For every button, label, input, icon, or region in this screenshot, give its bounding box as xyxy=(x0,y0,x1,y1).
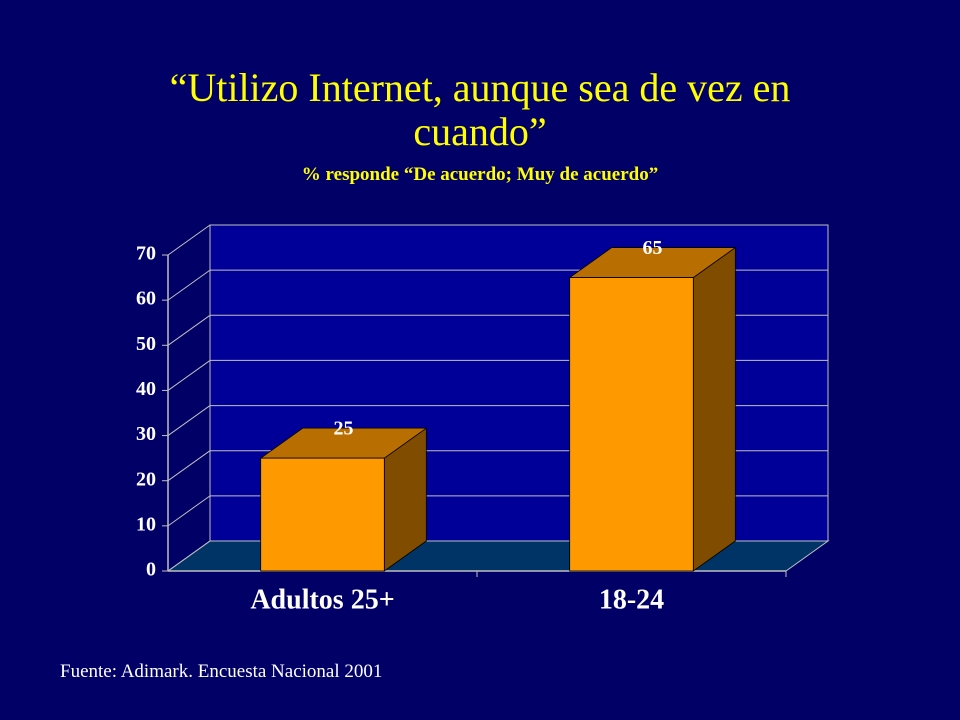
value-label: 25 xyxy=(334,418,354,440)
bar xyxy=(260,457,385,572)
y-tick-label: 0 xyxy=(146,559,156,581)
bar xyxy=(569,277,694,572)
bar-side xyxy=(692,246,736,572)
value-label: 65 xyxy=(643,237,663,259)
grid-line-side xyxy=(167,405,211,436)
grid-line-side xyxy=(167,540,211,572)
y-tick-label: 40 xyxy=(136,378,156,400)
y-tick-label: 10 xyxy=(136,513,156,535)
y-tick-label: 60 xyxy=(136,288,156,310)
y-tick-label: 20 xyxy=(136,468,156,490)
chart-subtitle: % responde “De acuerdo; Muy de acuerdo” xyxy=(301,164,659,185)
y-tick-label: 50 xyxy=(136,333,156,355)
grid-line-side xyxy=(167,224,211,256)
grid-line-side xyxy=(167,360,211,391)
grid-line-side xyxy=(167,495,211,527)
grid-line-side xyxy=(167,314,211,346)
grid-line-side xyxy=(167,269,211,301)
x-tick-label: Adultos 25+ xyxy=(250,584,394,615)
grid-line-side xyxy=(167,450,211,482)
x-tick-label: 18-24 xyxy=(599,584,664,615)
y-tick-label: 70 xyxy=(136,243,156,265)
source-note: Fuente: Adimark. Encuesta Nacional 2001 xyxy=(60,661,383,682)
chart-title: “Utilizo Internet, aunque sea de vez en … xyxy=(169,65,791,154)
y-tick-label: 30 xyxy=(136,423,156,445)
